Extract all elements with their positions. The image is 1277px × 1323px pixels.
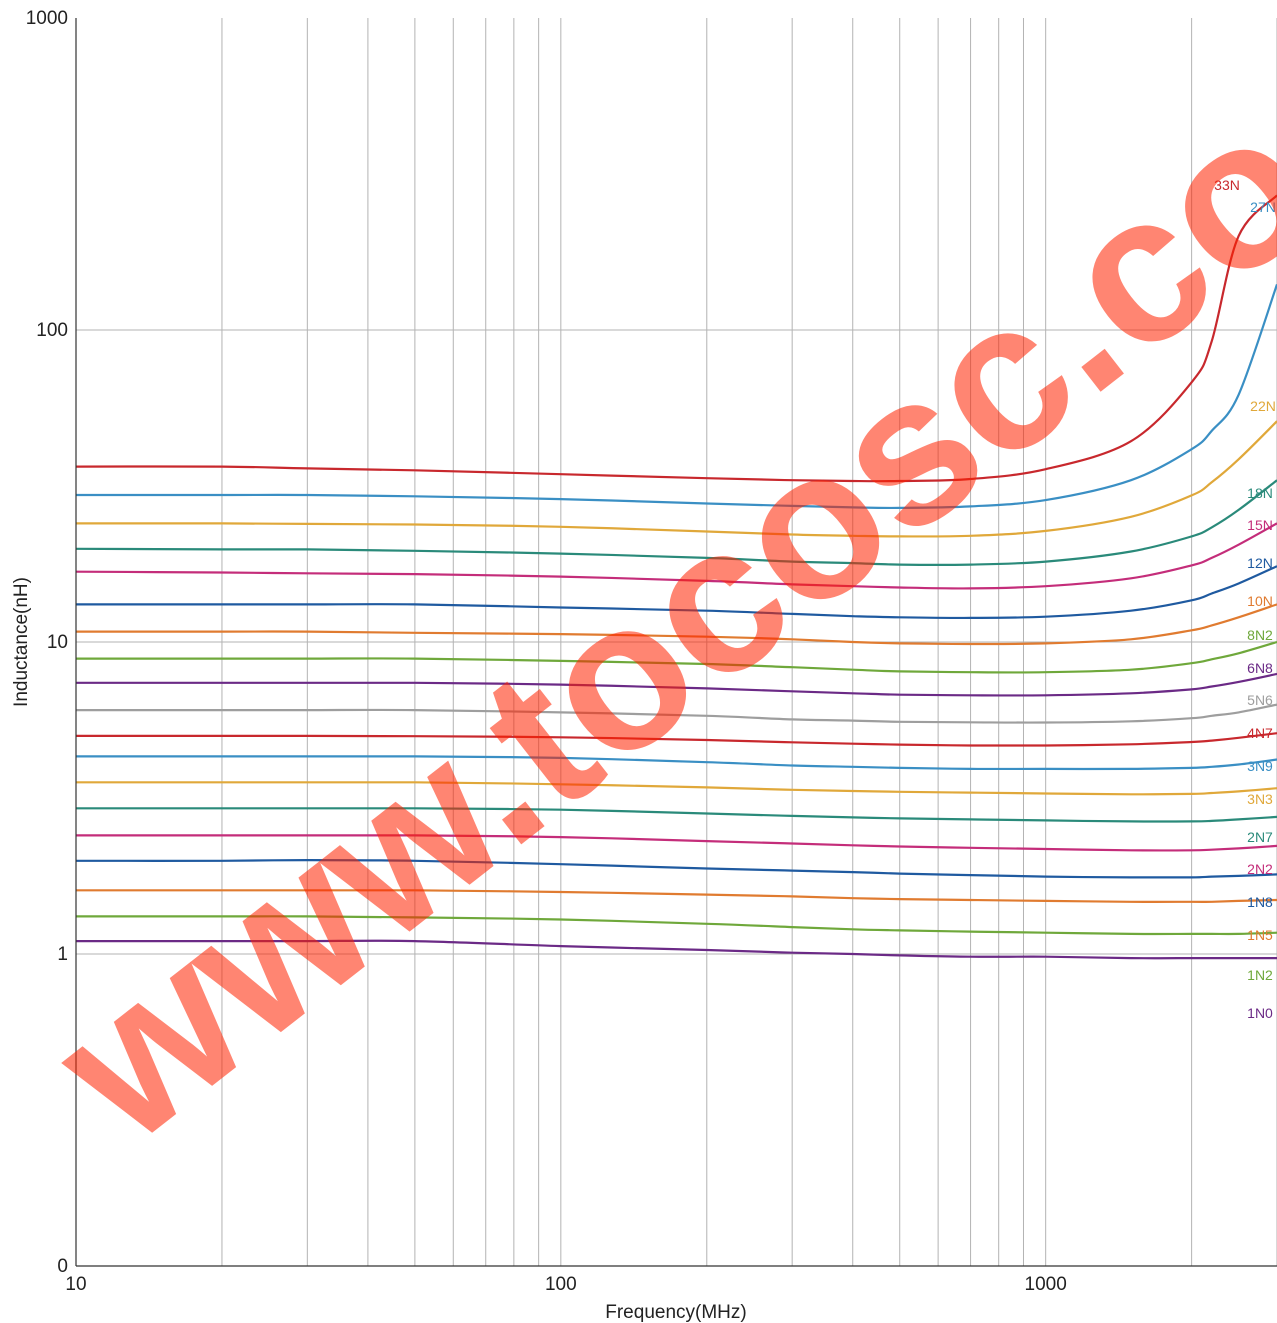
series-label-1n0: 1N0 [1247,1005,1273,1021]
series-label-3n3: 3N3 [1247,791,1273,807]
series-label-12n: 12N [1247,555,1273,571]
series-label-2n2: 2N2 [1247,861,1273,877]
x-tick-label: 10 [65,1274,86,1295]
x-axis-title: Frequency(MHz) [605,1302,746,1323]
series-label-6n8: 6N8 [1247,660,1273,676]
y-tick-label: 1000 [26,8,68,29]
y-tick-label: 10 [47,632,68,653]
series-label-2n7: 2N7 [1247,829,1273,845]
series-label-10n: 10N [1247,593,1273,609]
x-tick-label: 100 [545,1274,577,1295]
series-label-22n: 22N [1250,398,1276,414]
series-label-18n: 18N [1247,485,1273,501]
series-label-5n6: 5N6 [1247,692,1273,708]
series-label-3n9: 3N9 [1247,758,1273,774]
series-label-1n8: 1N8 [1247,894,1273,910]
y-axis-title: Inductance(nH) [11,577,32,707]
x-tick-label: 1000 [1025,1274,1067,1295]
y-tick-label: 0 [57,1256,68,1277]
series-line-3n3 [76,782,1277,794]
watermark: www.tocosc.co [12,64,1277,1186]
series-label-1n5: 1N5 [1247,927,1273,943]
series-label-8n2: 8N2 [1247,627,1273,643]
series-label-15n: 15N [1247,517,1273,533]
series-label-4n7: 4N7 [1247,725,1273,741]
series-label-1n2: 1N2 [1247,967,1273,983]
y-tick-label: 100 [36,320,68,341]
